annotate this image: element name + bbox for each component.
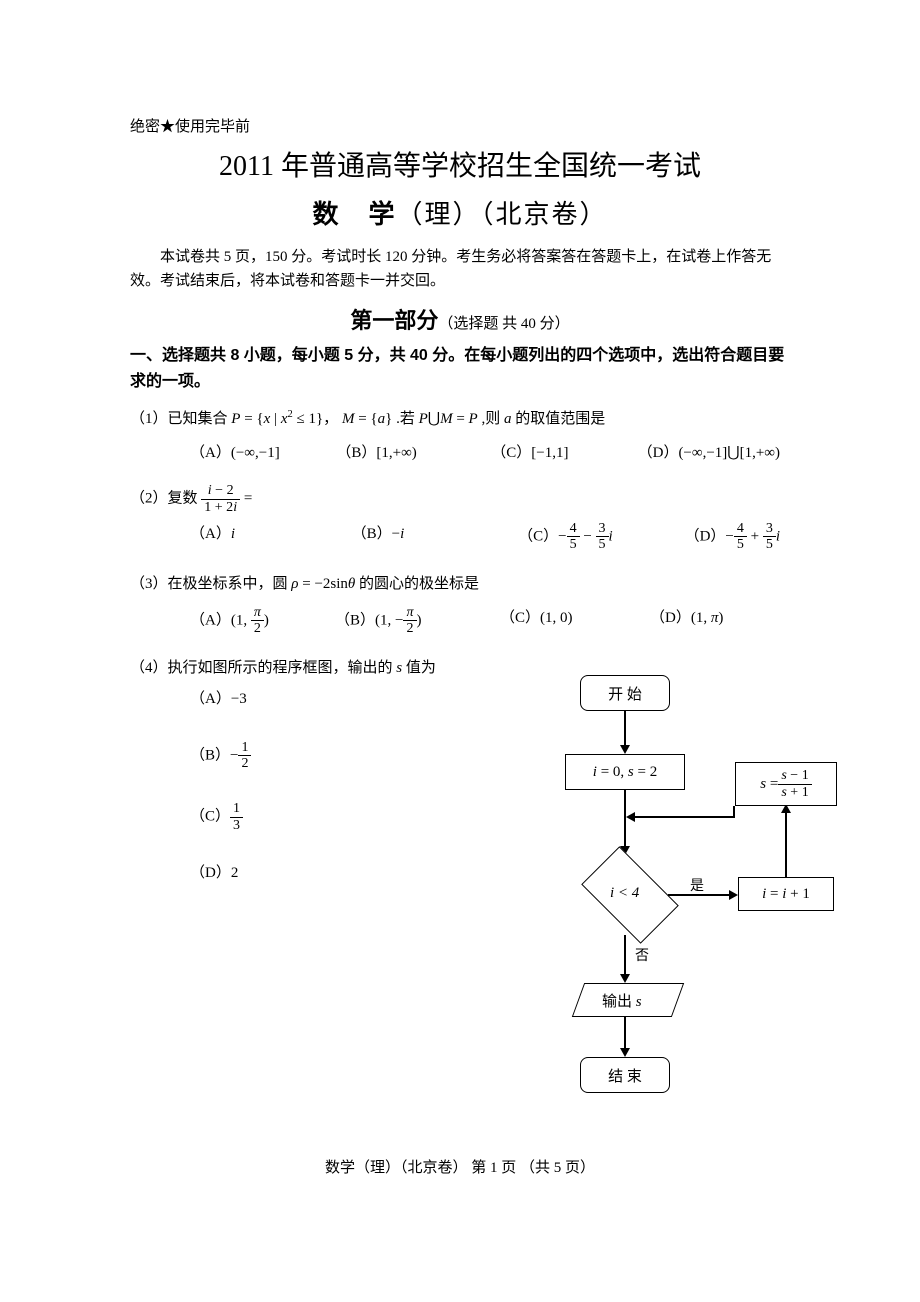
fc-arrow-back	[626, 812, 635, 822]
q4-option-b: （B）−12	[190, 740, 493, 772]
question-1: （1）已知集合 P = {x | x2 ≤ 1}， M = {a} .若 P⋃M…	[130, 404, 790, 434]
q4-option-c: （C）13	[190, 801, 493, 833]
q3-num: （3）	[130, 576, 168, 592]
flowchart-diagram: 开 始 i = 0, s = 2 i < 4 是 i = i + 1 s = s…	[540, 675, 850, 1115]
fc-cond-label: i < 4	[610, 885, 639, 902]
fc-end: 结 束	[580, 1057, 670, 1093]
q1-option-b: （B）[1,+∞)	[336, 440, 481, 467]
q1-stem-1: 已知集合	[168, 411, 232, 427]
part1-label-small: （选择题 共 40 分）	[438, 316, 569, 332]
fc-line-no	[624, 935, 626, 975]
q3-option-b: （B）(1, −π2)	[335, 605, 490, 637]
q1-num: （1）	[130, 411, 168, 427]
fc-arrow-yes	[729, 890, 738, 900]
q3-options: （A）(1, π2) （B）(1, −π2) （C）(1, 0) （D）(1, …	[130, 605, 790, 637]
q1-option-a: （A）(−∞,−1]	[190, 440, 326, 467]
fc-line-end	[624, 1017, 626, 1049]
q3-option-a: （A）(1, π2)	[190, 605, 325, 637]
question-2: （2）复数 i − 21 + 2i =	[130, 483, 790, 515]
exam-title: 2011 年普通高等学校招生全国统一考试	[130, 144, 790, 184]
exam-intro: 本试卷共 5 页，150 分。考试时长 120 分钟。考生务必将答案答在答题卡上…	[130, 245, 790, 293]
subject-name: 数 学	[312, 200, 396, 229]
q1-stem-2: ，	[323, 411, 342, 427]
q2-option-b: （B）−i	[352, 521, 508, 553]
fc-arrow-1	[620, 745, 630, 754]
q3-option-c: （C）(1, 0)	[500, 605, 640, 637]
fc-line-1	[624, 711, 626, 746]
fc-init: i = 0, s = 2	[565, 754, 685, 790]
fc-line-sv	[733, 806, 735, 818]
fc-increment: i = i + 1	[738, 877, 834, 911]
fc-yes-label: 是	[690, 875, 704, 895]
confidential-label: 绝密★使用完毕前	[130, 115, 790, 136]
part1-title: 第一部分（选择题 共 40 分）	[130, 303, 790, 335]
q1-option-c: （C）[−1,1]	[491, 440, 627, 467]
page-footer: 数学（理）（北京卷） 第 1 页 （共 5 页）	[0, 1156, 920, 1177]
fc-line-back-h	[634, 816, 735, 818]
exam-subtitle: 数 学（理）（北京卷）	[130, 194, 790, 231]
part1-label-big: 第一部分	[350, 308, 438, 333]
q2-num: （2）	[130, 491, 168, 507]
question-3: （3）在极坐标系中，圆 ρ = −2sinθ 的圆心的极坐标是	[130, 569, 790, 599]
q4-option-a: （A）−3	[190, 689, 493, 710]
fc-update: s = s − 1s + 1	[735, 762, 837, 806]
q4-num: （4）	[130, 660, 168, 676]
q1-option-d: （D）(−∞,−1]⋃[1,+∞)	[638, 440, 780, 467]
q2-options: （A）i （B）−i （C）−45 − 35i （D）−45 + 35i	[130, 521, 790, 553]
fc-start: 开 始	[580, 675, 670, 711]
paper-type: （理）（北京卷）	[397, 200, 608, 229]
section1-instruction: 一、选择题共 8 小题，每小题 5 分，共 40 分。在每小题列出的四个选项中，…	[130, 343, 790, 394]
q2-option-c: （C）−45 − 35i	[518, 521, 674, 553]
q1-options: （A）(−∞,−1] （B）[1,+∞) （C）[−1,1] （D）(−∞,−1…	[130, 440, 790, 467]
fc-arrow-no	[620, 974, 630, 983]
question-4: （4）执行如图所示的程序框图，输出的 s 值为	[130, 653, 493, 683]
fc-output-label: 输出 s	[602, 990, 642, 1011]
q2-equals: =	[240, 491, 252, 507]
fc-arrow-end	[620, 1048, 630, 1057]
fc-no-label: 否	[635, 945, 649, 965]
q2-option-d: （D）−45 + 35i	[685, 521, 780, 553]
q3-option-d: （D）(1, π)	[650, 605, 723, 637]
q2-option-a: （A）i	[190, 521, 342, 553]
fc-line-up	[785, 812, 787, 877]
q4-option-d: （D）2	[190, 863, 493, 884]
q2-stem: 复数	[168, 491, 202, 507]
q4-options: （A）−3 （B）−12 （C）13 （D）2	[130, 689, 493, 885]
